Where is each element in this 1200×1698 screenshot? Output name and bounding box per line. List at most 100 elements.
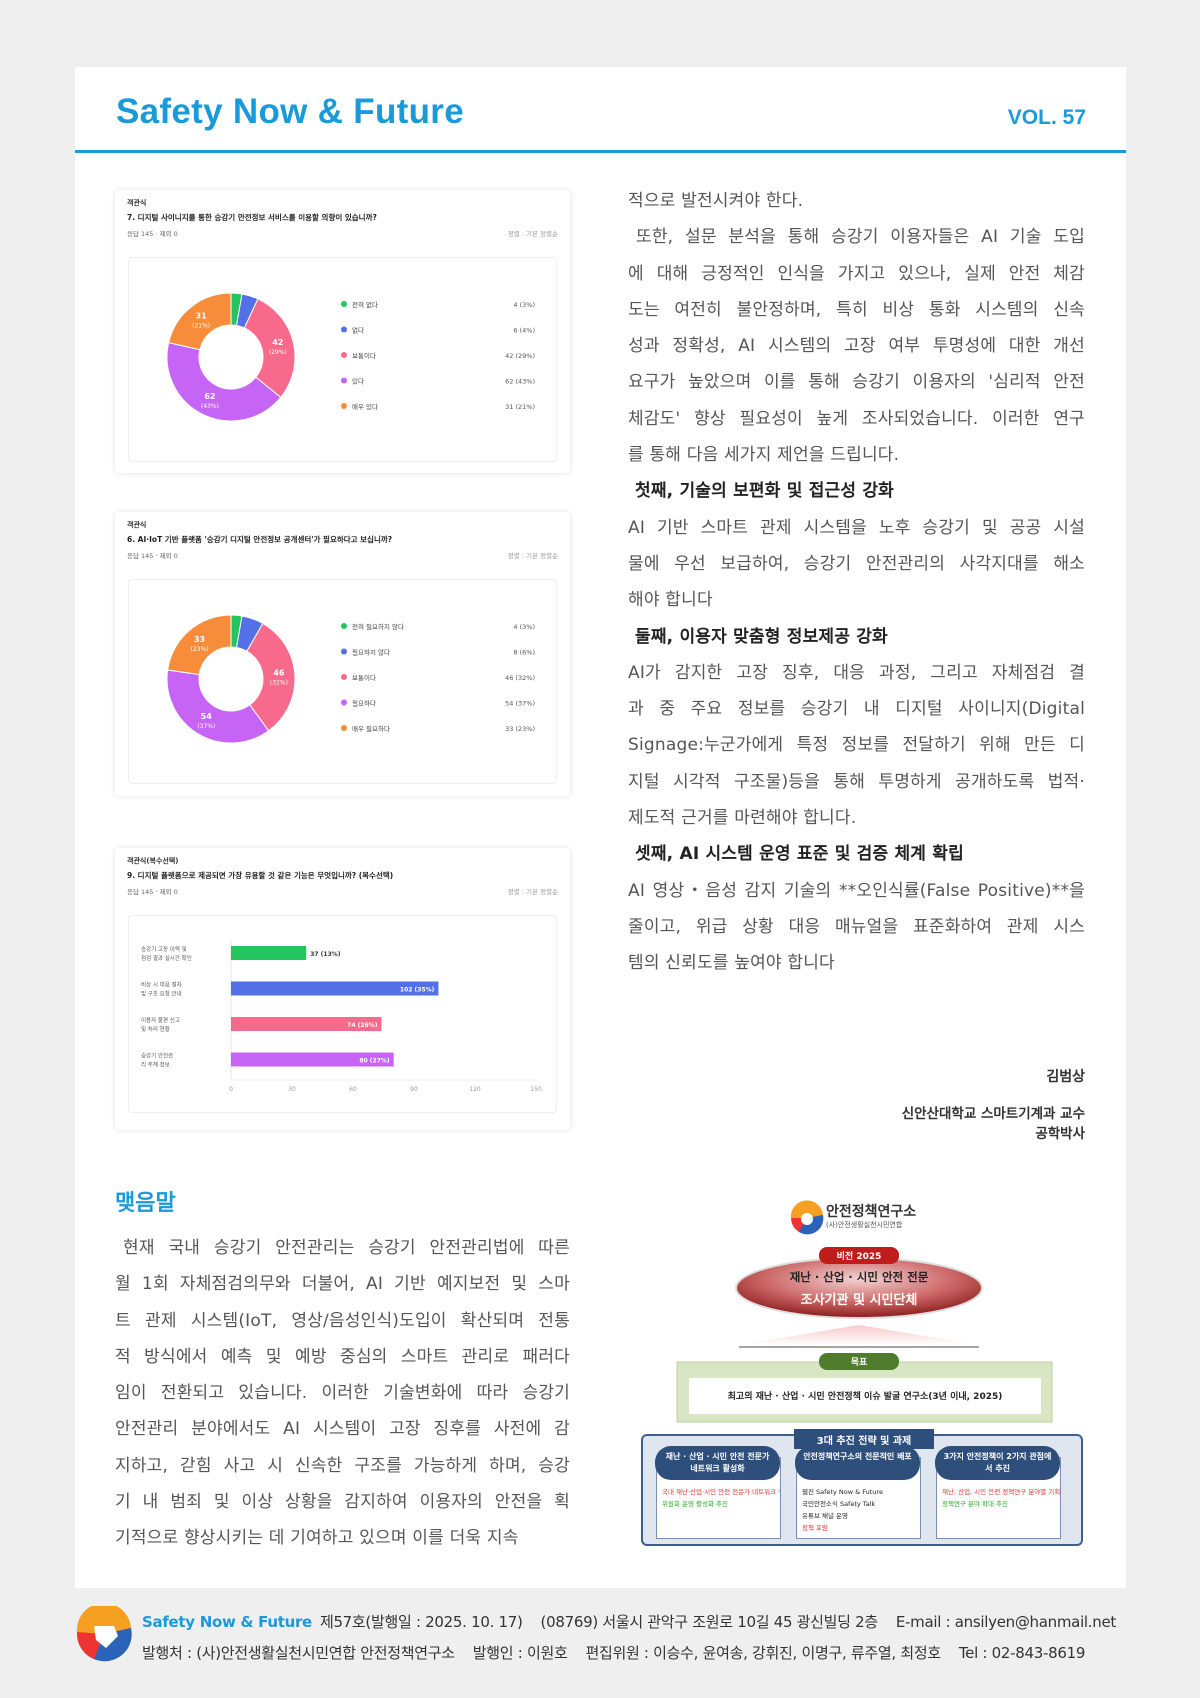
question-type: 객관식(복수선택) <box>127 857 179 865</box>
section-heading: 둘째, 이용자 맞춤형 정보제공 강화 <box>635 626 888 647</box>
slice-percent-label: (43%) <box>201 403 219 410</box>
legend-label: 매우 있다 <box>352 402 378 411</box>
x-tick-label: 60 <box>349 1086 357 1093</box>
text-line: 월 1회 자체점검의무와 더불어, AI 기반 예지보전 및 스마 <box>115 1274 570 1295</box>
strategy-item: 국내 재난·산업·시민 안전 전문가 네트워크 구성 <box>662 1488 780 1496</box>
org-logo-icon <box>790 1200 824 1235</box>
text-line: 트 관제 시스템(IoT, 영상/음성인식)도입이 확산되며 전통 <box>115 1310 570 1331</box>
legend-label: 보통이다 <box>352 673 376 682</box>
author-affiliation: 신안산대학교 스마트기계과 교수 <box>901 1106 1085 1122</box>
legend-label: 필요하다 <box>352 699 376 708</box>
chart-panel <box>128 579 557 784</box>
response-count: 응답 145 · 제외 0 <box>127 230 178 238</box>
article-right-column: 적으로 발전시켜야 한다. 또한, 설문 분석을 통해 승강기 이용자들은 AI … <box>628 183 1085 982</box>
text-line: Signage:누군가에게 특정 정보를 전달하기 위해 만든 디 <box>628 735 1085 756</box>
text-line: 현재 국내 승강기 안전관리는 승강기 안전관리법에 따른 <box>123 1238 570 1258</box>
section-heading: 셋째, AI 시스템 운영 표준 및 검증 체계 확립 <box>635 844 964 865</box>
legend-marker <box>341 326 347 333</box>
legend-label: 전혀 필요하지 않다 <box>352 622 404 631</box>
legend-value: 6 (4%) <box>513 327 535 335</box>
footer-line-1: Safety Now & Future 제57호(발행일 : 2025. 10. … <box>142 1611 1134 1632</box>
bar-category-label: 이용자 불편 신고 <box>141 1016 180 1024</box>
goal-text: 최고의 재난 · 산업 · 시민 안전정책 이슈 발굴 연구소(3년 이내, 2… <box>727 1392 1003 1402</box>
vision-line-1: 재난 · 산업 · 시민 안전 전문 <box>789 1270 929 1284</box>
x-tick-label: 90 <box>410 1086 418 1093</box>
text-line: 안전관리 분야에서도 AI 시스템이 고장 징후를 사전에 감 <box>115 1419 570 1440</box>
org-sub: (사)안전생활실천시민연합 <box>826 1221 903 1229</box>
strategy-title-box <box>794 1429 934 1449</box>
footer-editors: 편집위원 : 이승수, 윤여송, 강휘진, 이명구, 류주열, 최정호 <box>585 1644 941 1662</box>
survey-chart-card-2: 객관식 6. AI·IoT 기반 플랫폼 '승강기 디지털 안전정보 공개센터'… <box>115 512 570 796</box>
bar[interactable] <box>231 981 439 996</box>
text-line: 요구가 높았으며 이를 통해 승강기 이용자의 '심리적 안전 <box>628 372 1085 393</box>
vision-ellipse <box>735 1257 983 1319</box>
legend-marker <box>341 699 347 706</box>
donut-slice[interactable] <box>167 614 232 676</box>
bar-value-label: 102 (35%) <box>400 987 435 994</box>
vision-badge-label: 비전 2025 <box>836 1252 882 1262</box>
question-title: 6. AI·IoT 기반 플랫폼 '승강기 디지털 안전정보 공개센터'가 필요… <box>127 535 393 544</box>
newsletter-title: Safety Now & Future <box>116 92 464 131</box>
legend-marker <box>341 648 347 655</box>
legend-value: 4 (3%) <box>513 623 535 631</box>
legend-value: 42 (29%) <box>505 352 535 360</box>
bar-category-label: 승강기 고장 이력 및 <box>141 945 187 953</box>
text-line: 체감도' 향상 필요성이 높게 조사되었습니다. 이러한 연구 <box>628 408 1085 429</box>
text-line: 해야 합니다 <box>628 590 713 611</box>
strategy-title: 3대 추진 전략 및 과제 <box>816 1436 912 1447</box>
x-tick-label: 120 <box>469 1086 481 1093</box>
donut-slice[interactable] <box>168 292 232 351</box>
legend-marker <box>341 623 347 629</box>
legend-value: 8 (6%) <box>513 649 535 657</box>
text-line: 지하고, 갇힘 사고 시 신속한 구조를 가능하게 하며, 승강 <box>115 1455 570 1476</box>
text-line: 제도적 근거를 마련해야 합니다. <box>628 808 857 829</box>
bar[interactable] <box>231 1052 394 1067</box>
text-line: 도는 여전히 불안정하며, 특히 비상 통화 시스템의 신속 <box>628 299 1085 320</box>
bar[interactable] <box>231 946 307 960</box>
donut-slice[interactable] <box>166 341 282 422</box>
strategy-title: 재난 · 산업 · 시민 안전 전문가 네트워크 활성화 <box>655 1446 780 1480</box>
legend-marker <box>341 377 347 384</box>
question-type: 객관식 <box>127 199 147 207</box>
question-type: 객관식 <box>127 521 147 529</box>
footer-tel: Tel : 02-843-8619 <box>958 1644 1086 1662</box>
legend-label: 매우 필요하다 <box>352 724 390 733</box>
org-vision-diagram: 안전정책연구소 (사)안전생활실천시민연합 비전 2025 재난 · 산업 · … <box>639 1195 1084 1550</box>
bar-category-label: 및 처리 현황 <box>141 1025 170 1033</box>
donut-slice[interactable] <box>166 669 270 744</box>
bar-category-label: 점검 결과 실시간 확인 <box>141 954 192 962</box>
text-line: 기 내 범죄 및 이상 상황을 감지하여 이용자의 안전을 획 <box>115 1492 570 1513</box>
text-line: 를 통해 다음 세가지 제언을 드립니다. <box>628 445 900 466</box>
legend-value: 33 (23%) <box>505 725 535 733</box>
bar[interactable] <box>231 1017 382 1031</box>
footer-address: (08769) 서울시 관악구 조원로 10길 45 광신빌딩 2층 <box>540 1613 879 1631</box>
strategy-item: 웹진 Safety Now & Future <box>802 1488 883 1496</box>
footer-line-2: 발행처 : (사)안전생활실천시민연합 안전정책연구소 발행인 : 이원호 편집위원… <box>142 1642 1103 1663</box>
donut-slice[interactable] <box>246 622 296 732</box>
legend-label: 없다 <box>352 326 364 335</box>
bar-value-label: 74 (26%) <box>347 1022 378 1029</box>
footer-email[interactable]: E-mail : ansilyen@hanmail.net <box>895 1613 1116 1631</box>
bar-value-label: 80 (27%) <box>359 1058 390 1065</box>
slice-percent-label: (21%) <box>192 322 210 329</box>
text-line: 임이 전환되고 있습니다. 이러한 기술변화에 따라 승강기 <box>115 1383 570 1404</box>
strategy-title: 안전정책연구소의 전문적인 배포 <box>795 1446 920 1480</box>
text-line: 에 대해 긍정적인 인식을 가지고 있으나, 실제 안전 체감 <box>628 263 1085 284</box>
response-count: 응답 145 · 제외 0 <box>127 888 178 896</box>
donut-chart: 전혀 없다 4 (3%) 없다 6 (4%) 42 (29%) 보통이다 42 (29%) 62… <box>166 292 535 422</box>
slice-value-label: 42 <box>272 338 283 347</box>
text-line: 물에 우선 보급하여, 승강기 안전관리의 사각지대를 해소 <box>628 553 1085 574</box>
legend-label: 있다 <box>352 377 364 386</box>
legend-value: 54 (37%) <box>505 700 535 708</box>
slice-value-label: 54 <box>201 712 213 721</box>
x-tick-label: 150 <box>530 1086 542 1093</box>
strategy-box: 안전정책연구소의 전문적인 배포 웹진 Safety Now & Future 국민… <box>795 1446 921 1539</box>
donut-chart: 전혀 필요하지 않다 4 (3%) 필요하지 않다 8 (6%) 46 (32%) 보통이다… <box>166 614 535 744</box>
question-title: 7. 디지털 사이니지를 통한 승강기 안전정보 서비스를 이용할 의향이 있습… <box>127 213 377 222</box>
donut-slice[interactable] <box>243 298 296 399</box>
text-line: 템의 신뢰도를 높여야 합니다 <box>628 953 835 974</box>
legend-value: 62 (43%) <box>505 378 535 386</box>
slice-value-label: 33 <box>194 635 205 644</box>
